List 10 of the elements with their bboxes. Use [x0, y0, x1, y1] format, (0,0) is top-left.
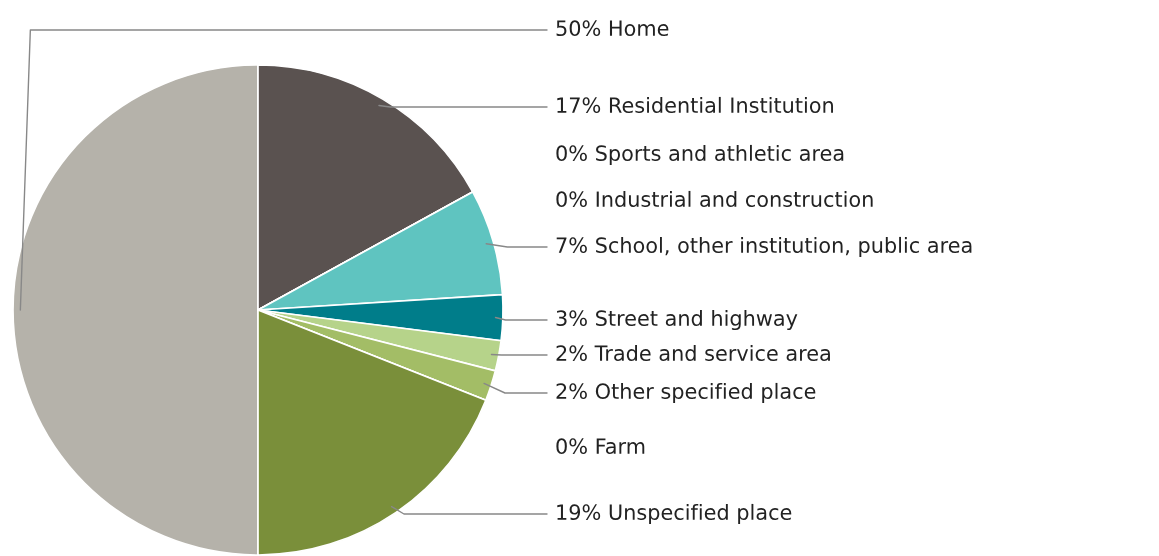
slice-label: 7% School, other institution, public area [556, 236, 972, 258]
slice-label: 3% Street and highway [556, 309, 798, 331]
text: 0% Farm [556, 438, 645, 455]
text: 0% Sports and athletic area [556, 144, 844, 166]
slice-label: 19% Unspecified place [557, 503, 792, 525]
slice-label: 17% Residential Institution [557, 96, 833, 114]
text: 0% Industrial and construction [556, 190, 873, 208]
slice-label: 2% Trade and service area [556, 344, 830, 362]
slice-label: 2% Other specified place [556, 382, 816, 404]
slice-label: 50% Home [556, 20, 669, 37]
